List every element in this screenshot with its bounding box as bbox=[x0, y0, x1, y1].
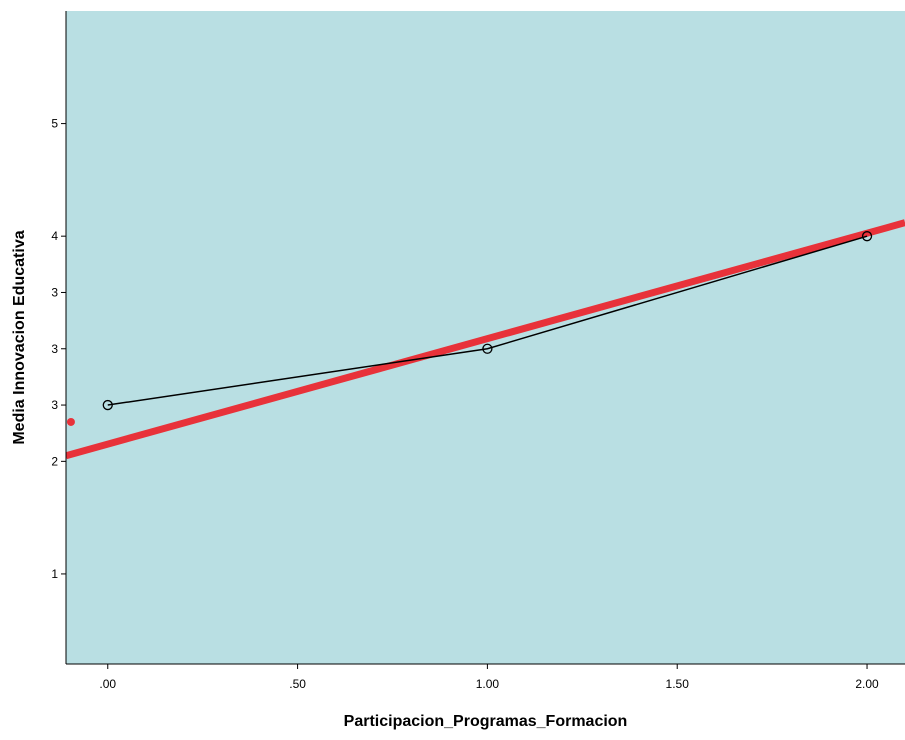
series-line bbox=[107, 235, 868, 406]
y-tick-label: 5 bbox=[51, 117, 58, 131]
fit-line bbox=[66, 219, 905, 460]
x-tick-label: 1.50 bbox=[666, 677, 690, 691]
x-axis-title: Participacion_Programas_Formacion bbox=[344, 713, 628, 730]
data-point bbox=[482, 343, 493, 354]
x-tick-label: .00 bbox=[99, 677, 116, 691]
y-tick-label: 3 bbox=[51, 285, 58, 299]
x-tick-label: 2.00 bbox=[855, 677, 879, 691]
y-tick-label: 1 bbox=[51, 567, 58, 581]
y-axis-title: Media Innovacion Educativa bbox=[11, 230, 28, 444]
x-tick-label: .50 bbox=[289, 677, 306, 691]
y-tick-label: 3 bbox=[51, 398, 58, 412]
y-tick-label: 3 bbox=[51, 342, 58, 356]
y-tick-label: 2 bbox=[51, 454, 58, 468]
data-point bbox=[102, 399, 113, 411]
red-point bbox=[66, 417, 75, 426]
y-tick-label: 4 bbox=[51, 229, 58, 243]
x-tick-label: 1.00 bbox=[476, 677, 500, 691]
data-point bbox=[861, 231, 873, 242]
